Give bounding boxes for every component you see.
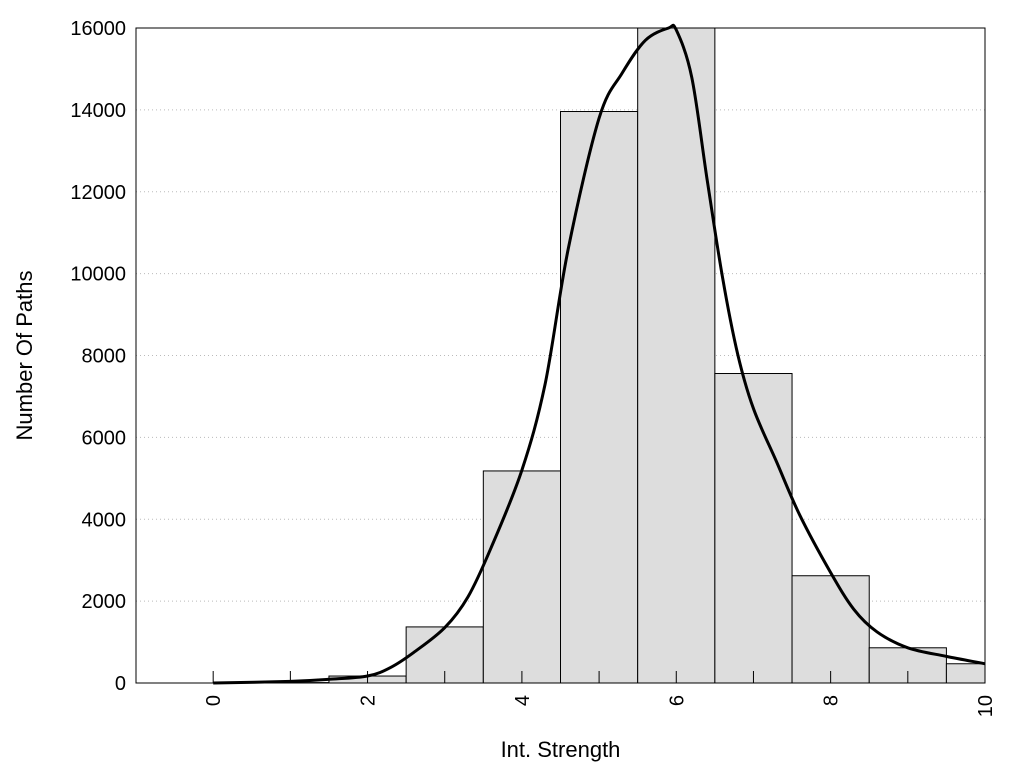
y-tick-label-14000: 14000	[70, 100, 126, 122]
y-tick-label-12000: 12000	[70, 182, 126, 204]
bar-10	[945, 663, 986, 684]
y-tick-label-10000: 10000	[70, 264, 126, 286]
density-curve	[213, 23, 986, 685]
bar-5	[560, 111, 639, 684]
bar-8	[791, 575, 870, 684]
y-axis-ticks: 0 2000 4000 6000 8000 10000 12000 14000 16000	[70, 18, 126, 695]
y-axis-title: Number Of Paths	[12, 271, 37, 441]
x-tick-label-8: 8	[821, 695, 843, 706]
x-tick-label-0: 0	[203, 695, 225, 706]
bar-4	[482, 470, 561, 684]
x-tick-label-2: 2	[358, 695, 380, 706]
x-axis-ticks: 0 2 4 6 8 10	[203, 695, 997, 717]
x-tick-marks	[212, 671, 909, 683]
x-tick-label-10: 10	[975, 695, 997, 717]
bar-6	[637, 27, 716, 684]
plot-frame	[135, 27, 986, 684]
y-tick-label-16000: 16000	[70, 18, 126, 40]
x-tick-label-4: 4	[512, 695, 534, 706]
bar-7	[714, 373, 793, 684]
bars-group	[251, 27, 986, 684]
y-tick-label-8000: 8000	[82, 346, 127, 368]
y-tick-label-4000: 4000	[82, 509, 127, 531]
x-tick-label-6: 6	[666, 695, 688, 706]
x-axis-title: Int. Strength	[501, 737, 621, 762]
y-tick-label-2000: 2000	[82, 591, 127, 613]
y-tick-label-6000: 6000	[82, 427, 127, 449]
y-tick-label-0: 0	[115, 673, 126, 695]
